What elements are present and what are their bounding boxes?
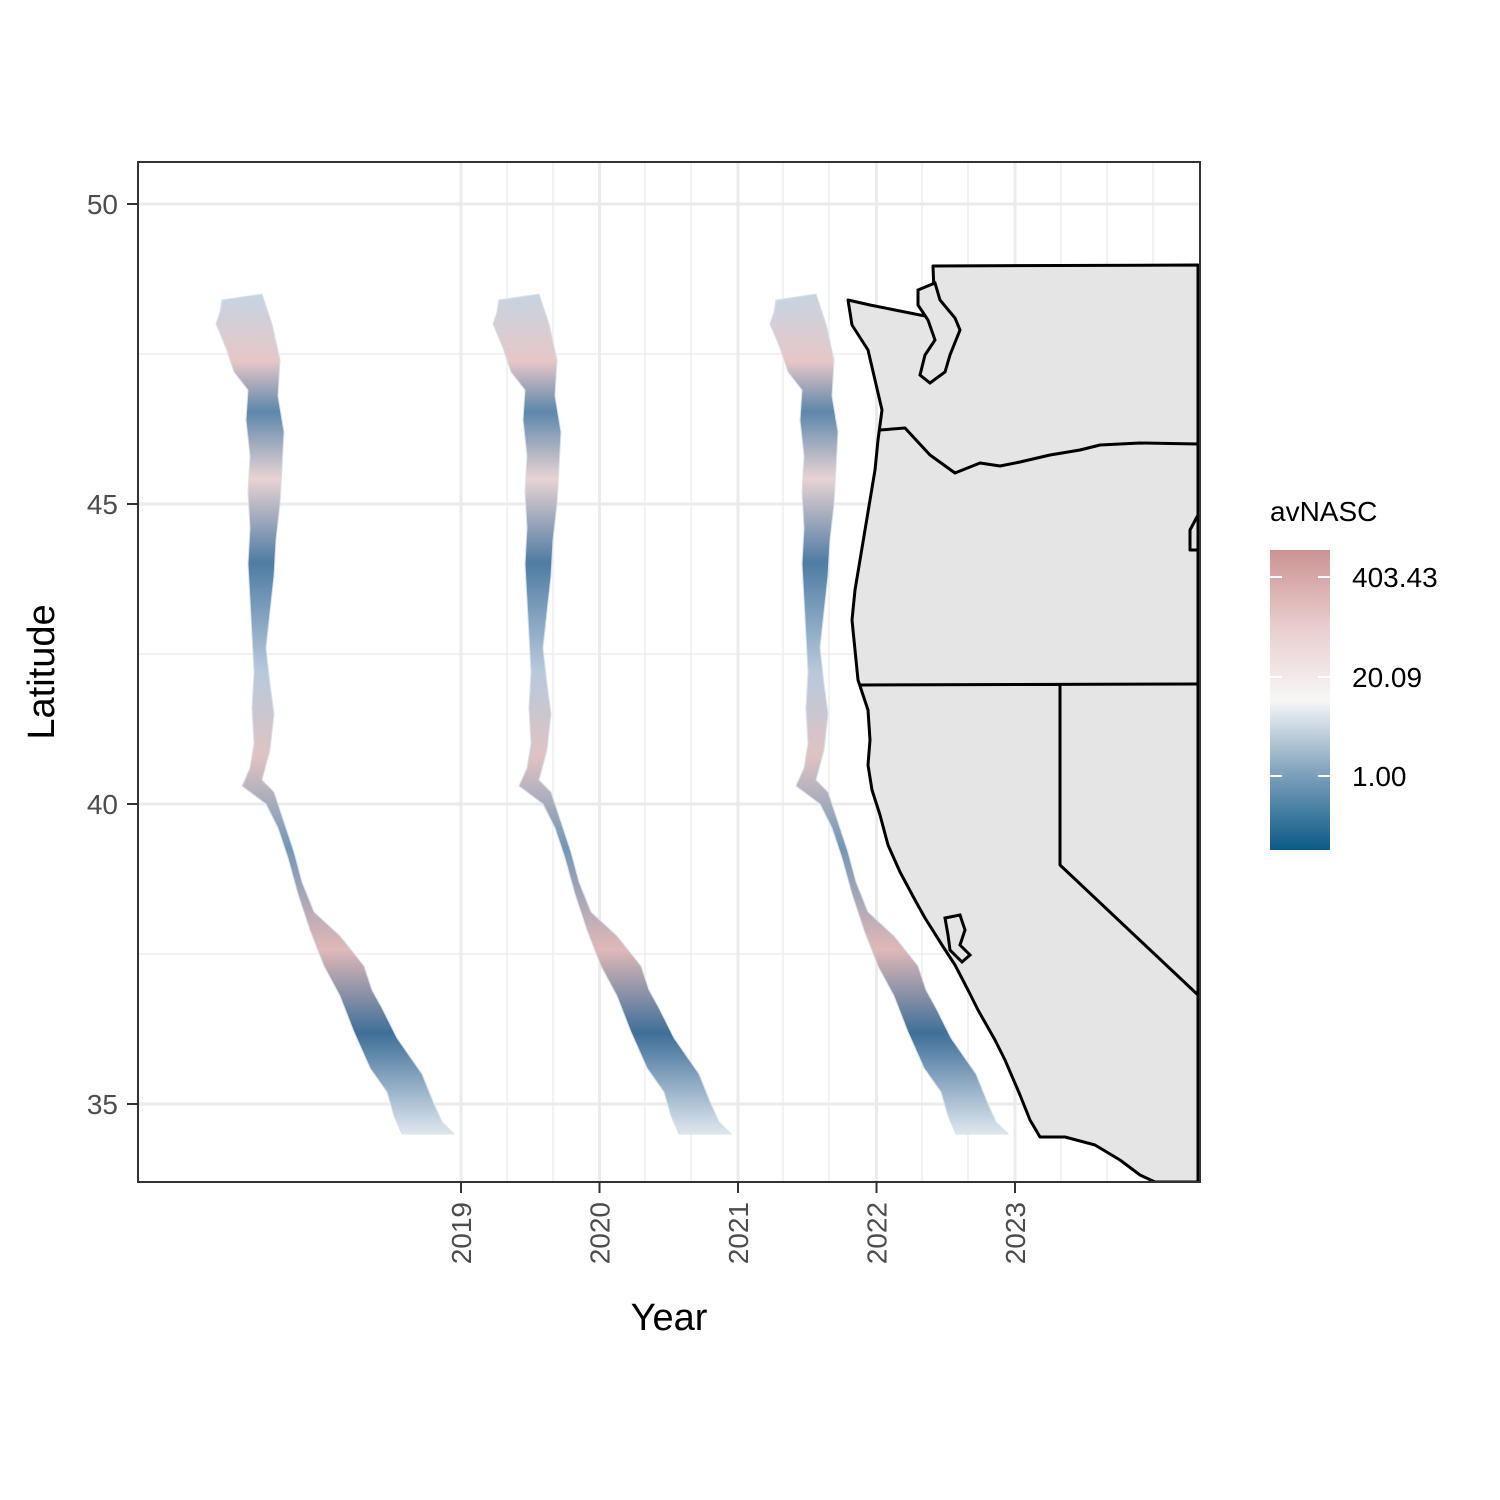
x-axis-title: Year	[631, 1297, 708, 1339]
y-tick-label: 50	[87, 189, 118, 220]
panel-border	[137, 161, 1201, 1183]
sf-bay	[943, 913, 973, 965]
legend-tick-label: 1.00	[1352, 761, 1407, 792]
x-tick-label: 2021	[723, 1202, 754, 1264]
x-tick-label: 2020	[585, 1202, 616, 1264]
legend-title: avNASC	[1270, 496, 1377, 527]
x-axis: 2019 2020 2021 2022 2023	[446, 1182, 1031, 1264]
y-axis-title: Latitude	[21, 604, 63, 739]
legend-tick-label: 20.09	[1352, 662, 1422, 693]
basemap	[846, 263, 1200, 1182]
legend-tick-label: 403.43	[1352, 562, 1438, 593]
strip-2021	[769, 293, 1010, 1135]
state-borders	[859, 265, 1200, 997]
x-tick-label: 2023	[1000, 1202, 1031, 1264]
puget-sound	[916, 280, 962, 385]
strip-2019	[215, 293, 456, 1135]
survey-strips	[215, 293, 1010, 1135]
y-tick-label: 40	[87, 789, 118, 820]
x-tick-label: 2019	[446, 1202, 477, 1264]
state-polygons	[846, 263, 1200, 1182]
y-axis: 35 40 45 50	[87, 189, 138, 1120]
legend: avNASC 403.43 20.09 1.00	[1270, 496, 1438, 850]
legend-colorbar	[1270, 550, 1330, 850]
legend-ticks: 403.43 20.09 1.00	[1270, 562, 1438, 792]
y-tick-label: 35	[87, 1089, 118, 1120]
y-tick-label: 45	[87, 489, 118, 520]
strip-2020	[492, 293, 733, 1135]
x-tick-label: 2022	[862, 1202, 893, 1264]
